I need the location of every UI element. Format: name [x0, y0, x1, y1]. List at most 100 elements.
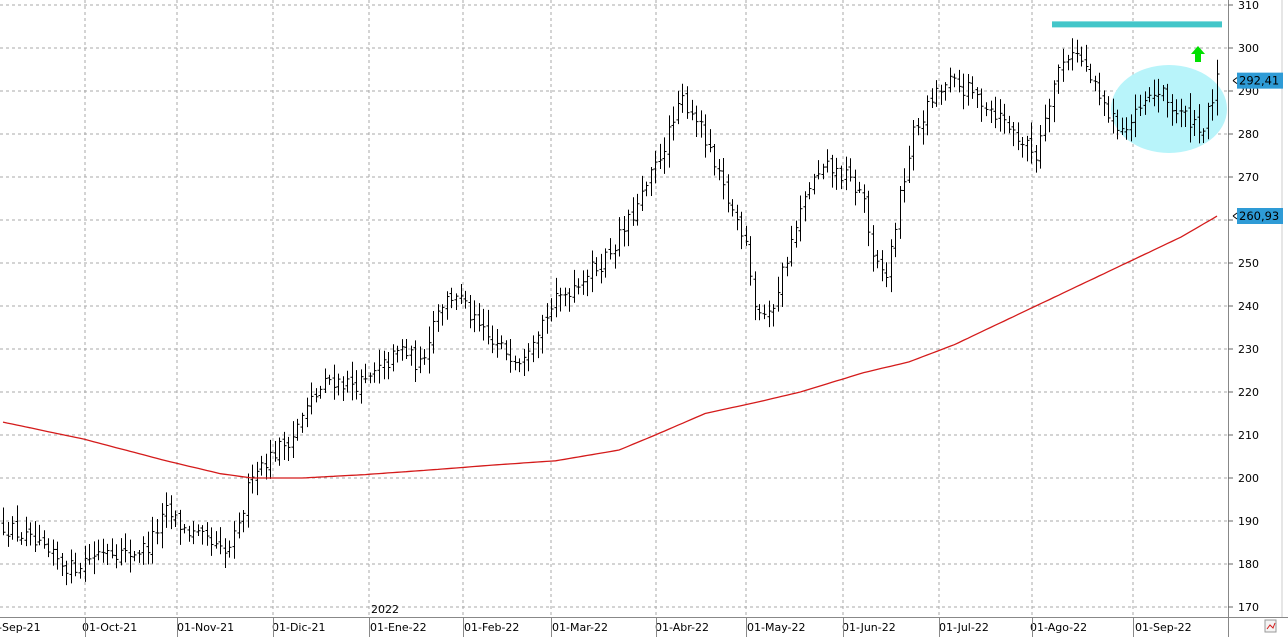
ohlc-bar — [400, 339, 405, 361]
ohlc-bar — [155, 519, 160, 545]
ohlc-bar — [1210, 89, 1215, 121]
ohlc-bar — [744, 225, 749, 246]
ohlc-bar — [1066, 54, 1071, 71]
ohlc-bar — [377, 349, 382, 384]
ohlc-bar — [608, 238, 613, 260]
ohlc-bar — [110, 538, 115, 559]
ohlc-bar — [762, 304, 767, 320]
ohlc-bar — [807, 182, 812, 200]
ohlc-bar — [726, 174, 731, 213]
ohlc-bar — [576, 278, 581, 295]
ohlc-bar — [603, 248, 608, 278]
ohlc-bar — [37, 524, 42, 546]
ohlc-bar — [998, 99, 1003, 132]
ohlc-bar — [101, 538, 106, 563]
ohlc-bar — [336, 373, 341, 396]
ohlc-bar — [613, 244, 618, 269]
ohlc-bar — [590, 250, 595, 293]
ohlc-bar — [1156, 78, 1161, 113]
ohlc-bar — [898, 186, 903, 239]
ohlc-bar — [200, 525, 205, 545]
ohlc-bar — [372, 362, 377, 383]
ohlc-bar — [83, 545, 88, 582]
ohlc-bar — [794, 220, 799, 248]
ohlc-bar — [984, 102, 989, 117]
ohlc-bar — [382, 350, 387, 380]
y-tick-label: 170 — [1238, 601, 1259, 614]
ohlc-bar — [1147, 87, 1152, 103]
ohlc-bar — [486, 309, 491, 345]
x-tick-label: 01-Dic-21 — [272, 621, 326, 634]
x-tick-label: 01-May-22 — [747, 621, 805, 634]
ohlc-bar — [635, 193, 640, 226]
ohlc-bar — [1106, 96, 1111, 123]
ohlc-bar — [96, 539, 101, 561]
ohlc-bar — [975, 87, 980, 108]
ohlc-bar — [28, 522, 33, 546]
ohlc-bar — [599, 253, 604, 284]
x-tick-label: 01-Nov-21 — [177, 621, 234, 634]
ohlc-bar — [1070, 38, 1075, 71]
ohlc-bar — [490, 325, 495, 354]
ohlc-bar — [92, 541, 97, 575]
ohlc-bar — [857, 181, 862, 194]
ohlc-bar — [1192, 109, 1197, 136]
ohlc-bar — [1206, 102, 1211, 140]
x-tick-label: 01-Jun-22 — [842, 621, 896, 634]
ohlc-bar — [1188, 93, 1193, 143]
ohlc-bar — [812, 173, 817, 195]
ohlc-bar — [694, 105, 699, 138]
ohlc-bar — [563, 287, 568, 307]
ohlc-bar — [1038, 124, 1043, 169]
ohlc-bar — [472, 300, 477, 333]
ohlc-bar — [549, 298, 554, 322]
ohlc-bar — [1007, 115, 1012, 134]
ohlc-bar — [712, 143, 717, 176]
ohlc-bar — [449, 287, 454, 309]
ohlc-bar — [1056, 64, 1061, 94]
ohlc-bar — [250, 464, 255, 494]
ohlc-bar — [46, 538, 51, 558]
y-tick-label: 180 — [1238, 558, 1259, 571]
ohlc-bar — [821, 163, 826, 180]
ohlc-bar — [690, 99, 695, 121]
ohlc-bar — [513, 355, 518, 371]
ohlc-bar — [545, 303, 550, 334]
ohlc-bar — [1183, 105, 1188, 127]
ohlc-bar — [699, 110, 704, 138]
ohlc-bar — [182, 524, 187, 534]
ohlc-bar — [481, 308, 486, 341]
ohlc-bar — [572, 269, 577, 303]
ohlc-bar — [767, 300, 772, 328]
ohlc-bar — [1102, 90, 1107, 117]
ohlc-bar — [644, 181, 649, 197]
ohlc-bar — [42, 530, 47, 549]
ohlc-bar — [187, 525, 192, 542]
ohlc-bar — [1061, 48, 1066, 82]
ohlc-bar — [685, 86, 690, 119]
ohlc-bar — [1016, 122, 1021, 151]
ohlc-bar — [477, 303, 482, 332]
ohlc-bar — [273, 440, 278, 462]
ohlc-bar — [703, 114, 708, 158]
ohlc-bar — [314, 388, 319, 403]
ohlc-bar — [241, 509, 246, 533]
price-tag-pointer — [1232, 77, 1238, 85]
ohlc-bar — [341, 376, 346, 402]
ohlc-bar — [268, 439, 273, 479]
x-tick-label: 01-Oct-21 — [82, 621, 137, 634]
ohlc-bar — [114, 544, 119, 569]
ohlc-bar — [1002, 103, 1007, 134]
year-marker-label: 2022 — [371, 603, 399, 616]
ohlc-bar — [427, 326, 432, 374]
ohlc-bar — [1124, 117, 1129, 140]
ohlc-bar — [105, 543, 110, 565]
y-tick-label: 200 — [1238, 472, 1259, 485]
ohlc-bar — [1143, 91, 1148, 115]
y-tick-label: 270 — [1238, 171, 1259, 184]
ohlc-bar — [431, 311, 436, 354]
ohlc-bar — [137, 550, 142, 563]
x-axis-labels: -Sep-21 01-Oct-21 01-Nov-21 01-Dic-21 01-Ene… — [0, 603, 1192, 637]
ohlc-bar — [445, 291, 450, 320]
